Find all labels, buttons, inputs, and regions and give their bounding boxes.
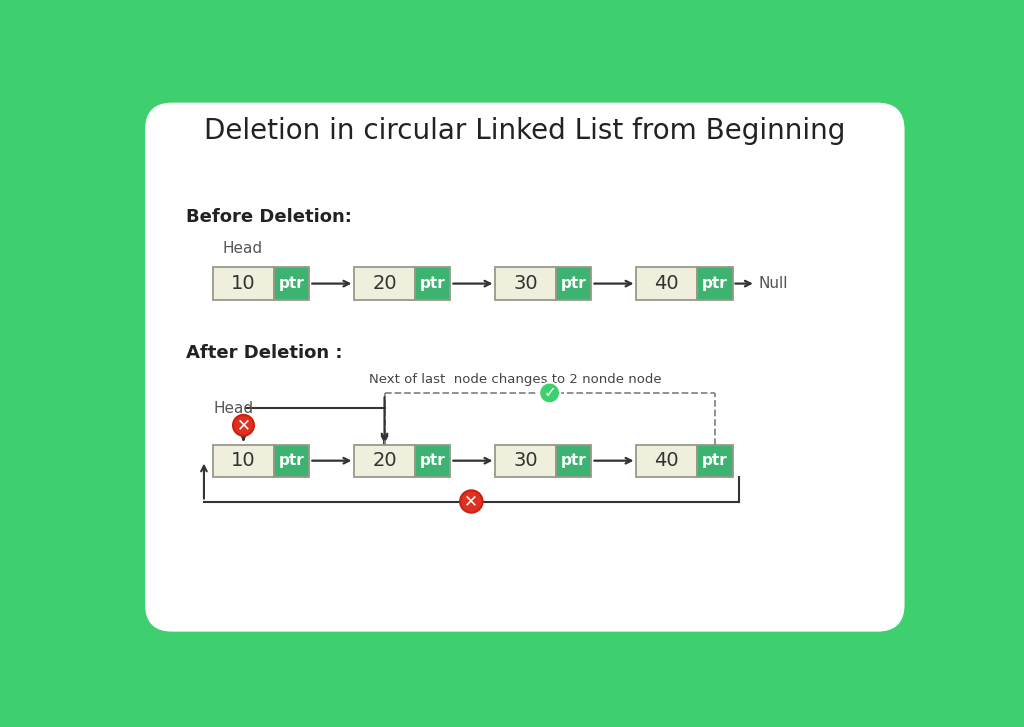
Text: After Deletion :: After Deletion :: [186, 344, 343, 362]
FancyBboxPatch shape: [415, 268, 451, 300]
Text: 20: 20: [372, 451, 397, 470]
Text: ✕: ✕: [465, 492, 478, 510]
FancyBboxPatch shape: [354, 444, 415, 477]
Text: Before Deletion:: Before Deletion:: [186, 209, 352, 226]
FancyBboxPatch shape: [273, 444, 309, 477]
Circle shape: [233, 415, 254, 435]
Text: ptr: ptr: [420, 276, 445, 291]
Text: ptr: ptr: [279, 276, 304, 291]
FancyBboxPatch shape: [496, 268, 556, 300]
Text: ptr: ptr: [701, 453, 727, 468]
Text: 20: 20: [372, 274, 397, 293]
Text: 10: 10: [231, 451, 256, 470]
FancyBboxPatch shape: [556, 444, 592, 477]
Text: ptr: ptr: [701, 276, 727, 291]
FancyBboxPatch shape: [354, 268, 415, 300]
FancyBboxPatch shape: [496, 444, 556, 477]
Text: Deletion in circular Linked List from Beginning: Deletion in circular Linked List from Be…: [204, 117, 846, 145]
Text: 30: 30: [513, 274, 538, 293]
FancyBboxPatch shape: [213, 268, 273, 300]
Text: Null: Null: [759, 276, 788, 291]
Text: ptr: ptr: [420, 453, 445, 468]
Circle shape: [460, 490, 482, 513]
FancyBboxPatch shape: [145, 103, 904, 632]
Text: ✕: ✕: [237, 417, 251, 434]
FancyBboxPatch shape: [636, 444, 697, 477]
Circle shape: [540, 382, 560, 403]
Text: 30: 30: [513, 451, 538, 470]
FancyBboxPatch shape: [636, 268, 697, 300]
Text: ptr: ptr: [279, 453, 304, 468]
FancyBboxPatch shape: [556, 268, 592, 300]
Text: 10: 10: [231, 274, 256, 293]
Text: ptr: ptr: [561, 276, 587, 291]
FancyBboxPatch shape: [273, 268, 309, 300]
Text: 40: 40: [654, 274, 679, 293]
FancyBboxPatch shape: [213, 444, 273, 477]
FancyBboxPatch shape: [697, 268, 732, 300]
Text: ptr: ptr: [561, 453, 587, 468]
FancyBboxPatch shape: [415, 444, 451, 477]
Text: 40: 40: [654, 451, 679, 470]
Text: ✓: ✓: [543, 385, 556, 401]
Text: Next of last  node changes to 2 nonde node: Next of last node changes to 2 nonde nod…: [370, 372, 662, 385]
Text: Head: Head: [213, 401, 253, 416]
FancyBboxPatch shape: [697, 444, 732, 477]
Text: Head: Head: [222, 241, 263, 256]
